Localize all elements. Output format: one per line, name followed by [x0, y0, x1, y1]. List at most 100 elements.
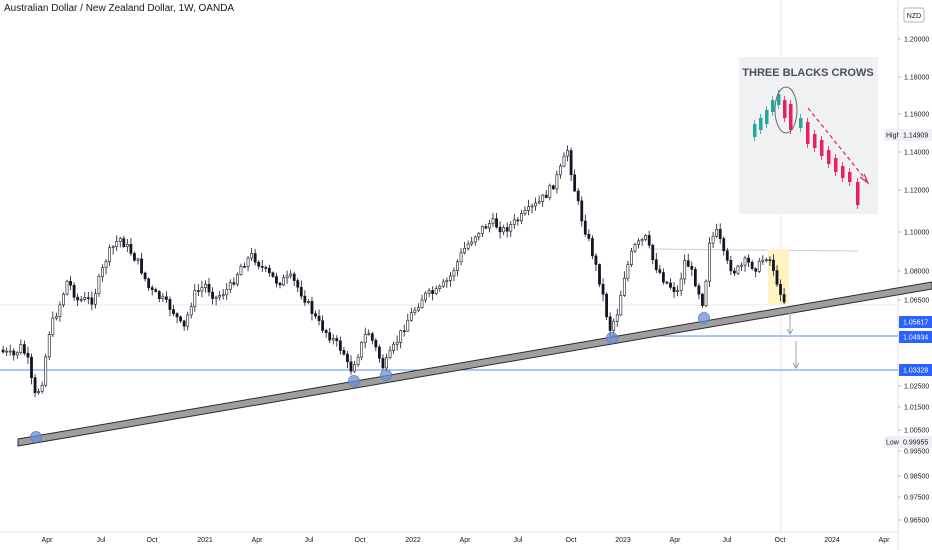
inset-candle-11 [827, 150, 831, 164]
y-tick-label: 1.08000 [904, 269, 929, 276]
candle-179 [637, 240, 640, 245]
candle-10 [37, 391, 41, 394]
candle-167 [594, 255, 598, 265]
candle-191 [679, 278, 683, 291]
candle-36 [129, 243, 133, 254]
candle-169 [601, 283, 605, 295]
candle-173 [615, 314, 619, 322]
inset-candle-2 [765, 110, 769, 124]
candle-88 [314, 313, 317, 317]
candle-210 [747, 257, 751, 263]
inset-candle-9 [813, 134, 817, 148]
candle-1 [5, 350, 9, 353]
candle-203 [722, 238, 726, 252]
candle-93 [331, 338, 335, 341]
candle-129 [459, 252, 463, 263]
inset-candle-8 [806, 122, 810, 144]
inset-candle-0 [753, 124, 757, 137]
candle-161 [573, 174, 577, 192]
projection-arrowhead-1 [786, 328, 794, 335]
y-tick-label: 0.96500 [904, 518, 929, 525]
tag-bg [899, 331, 932, 343]
candle-215 [764, 259, 768, 262]
candle-176 [626, 264, 630, 279]
inset-circle [774, 86, 798, 134]
candle-63 [225, 289, 229, 296]
candle-31 [111, 246, 115, 248]
candle-186 [661, 272, 665, 283]
candle-34 [122, 238, 126, 247]
candle-82 [292, 273, 296, 281]
candle-106 [377, 346, 381, 359]
candle-5 [19, 344, 23, 354]
candle-78 [278, 282, 282, 286]
candle-59 [211, 291, 214, 299]
candle-23 [83, 297, 87, 300]
candle-2 [8, 350, 12, 353]
candle-73 [260, 266, 264, 268]
candle-55 [196, 290, 200, 292]
candle-20 [72, 284, 76, 298]
candle-85 [303, 295, 307, 303]
price-tag-2: 1.03328 [899, 364, 932, 376]
inset-arrow [807, 107, 867, 181]
candle-174 [619, 294, 623, 316]
candle-29 [104, 261, 108, 268]
tag-label-bg [884, 436, 898, 448]
y-tick-label: 1.12000 [904, 188, 929, 195]
candle-46 [165, 296, 168, 300]
candle-119 [424, 292, 427, 301]
candle-42 [150, 287, 154, 290]
candle-139 [495, 218, 498, 228]
candle-125 [445, 280, 449, 283]
candle-151 [537, 201, 541, 204]
y-tick-label: 0.97500 [904, 495, 929, 502]
candle-4 [15, 352, 19, 356]
candle-164 [583, 220, 587, 235]
inset-candle-4 [777, 94, 781, 105]
inset-candle-13 [841, 166, 845, 178]
y-tick-label: 1.02500 [904, 384, 929, 391]
candle-124 [441, 281, 445, 287]
candle-79 [282, 277, 285, 286]
candle-71 [253, 253, 257, 263]
y-tick-label: 0.99500 [904, 449, 929, 456]
candle-96 [342, 350, 346, 355]
candle-207 [736, 265, 740, 274]
candle-117 [417, 307, 420, 311]
candle-18 [65, 280, 69, 295]
candle-144 [512, 219, 516, 225]
inset-candle-12 [834, 158, 838, 172]
trendline-touch-4 [698, 312, 710, 324]
candle-196 [697, 285, 701, 295]
chart-title: Australian Dollar / New Zealand Dollar, … [4, 3, 235, 14]
candle-192 [683, 260, 687, 280]
tag-value: 0.99955 [903, 440, 928, 447]
candle-40 [143, 272, 147, 280]
candle-153 [544, 194, 548, 198]
candle-183 [651, 245, 655, 260]
candle-121 [431, 290, 435, 294]
candle-8 [30, 356, 33, 378]
inset-arrowhead [859, 173, 870, 185]
candle-184 [654, 259, 658, 270]
candle-126 [448, 275, 452, 281]
candle-69 [246, 257, 250, 267]
candle-6 [22, 344, 26, 354]
candle-120 [427, 290, 431, 294]
candle-26 [94, 293, 97, 305]
x-tick-label: Jul [97, 537, 106, 544]
candle-61 [218, 295, 222, 298]
candle-58 [207, 284, 211, 293]
candle-28 [101, 267, 104, 277]
candle-75 [267, 267, 271, 274]
candle-81 [289, 273, 293, 277]
x-tick-label: Apr [460, 537, 472, 544]
candle-90 [321, 320, 325, 331]
candle-39 [140, 258, 143, 274]
candle-201 [715, 228, 719, 237]
candle-100 [356, 356, 360, 365]
inset-candle-14 [848, 172, 852, 182]
candle-218 [775, 270, 779, 285]
